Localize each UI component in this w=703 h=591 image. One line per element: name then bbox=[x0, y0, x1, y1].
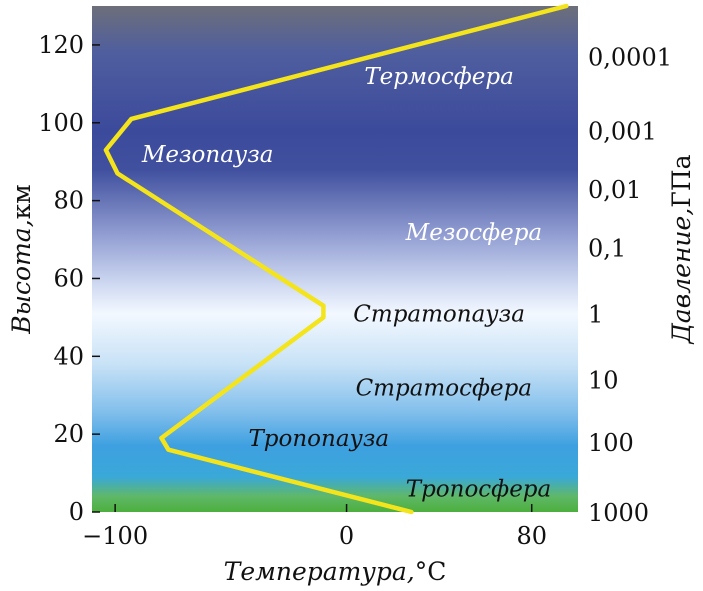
y-tick-label-4: 80 bbox=[53, 187, 84, 215]
pressure-axis-title-unit: ГПа bbox=[667, 154, 696, 207]
x-tick-label-1: 0 bbox=[339, 522, 354, 550]
pressure-tick-label-2: 10 bbox=[588, 367, 619, 395]
layer-label-3: Стратопауза bbox=[353, 302, 525, 328]
y-tick-label-0: 0 bbox=[69, 498, 84, 526]
pressure-tick-label-4: 0,1 bbox=[588, 234, 626, 262]
pressure-tick-label-1: 100 bbox=[588, 429, 634, 457]
layer-label-0: Термосфера bbox=[364, 64, 514, 90]
pressure-axis-title-text: Давление, bbox=[667, 208, 696, 345]
pressure-tick-label-0: 1000 bbox=[588, 499, 649, 527]
layer-label-2: Мезосфера bbox=[405, 220, 542, 246]
temperature-profile-line bbox=[103, 3, 569, 515]
pressure-tick-label-3: 1 bbox=[588, 300, 603, 328]
y-axis-title-unit: км bbox=[7, 184, 36, 219]
layer-label-1: Мезопауза bbox=[141, 142, 274, 168]
x-axis-title: Температура,°C bbox=[224, 557, 447, 586]
y-tick-label-6: 120 bbox=[38, 31, 84, 59]
pressure-tick-label-7: 0,0001 bbox=[588, 44, 672, 72]
y-tick-label-5: 100 bbox=[38, 109, 84, 137]
pressure-tick-label-5: 0,01 bbox=[588, 176, 641, 204]
y-tick-label-3: 60 bbox=[53, 264, 84, 292]
pressure-axis-title: Давление,ГПа bbox=[667, 154, 696, 344]
x-axis-title-text: Температура, bbox=[224, 557, 415, 586]
layer-label-5: Тропопауза bbox=[248, 426, 389, 452]
layer-label-4: Стратосфера bbox=[356, 375, 532, 401]
y-axis-title-text: Высота, bbox=[7, 219, 36, 334]
x-axis-title-unit: °C bbox=[415, 557, 447, 586]
pressure-tick-label-6: 0,001 bbox=[588, 118, 657, 146]
y-tick-label-1: 20 bbox=[53, 420, 84, 448]
layer-label-6: Тропосфера bbox=[406, 477, 552, 503]
x-tick-label-0: −100 bbox=[82, 522, 148, 550]
y-tick-label-2: 40 bbox=[53, 342, 84, 370]
x-tick-label-2: 80 bbox=[516, 522, 547, 550]
y-axis-title: Высота,км bbox=[7, 184, 36, 334]
